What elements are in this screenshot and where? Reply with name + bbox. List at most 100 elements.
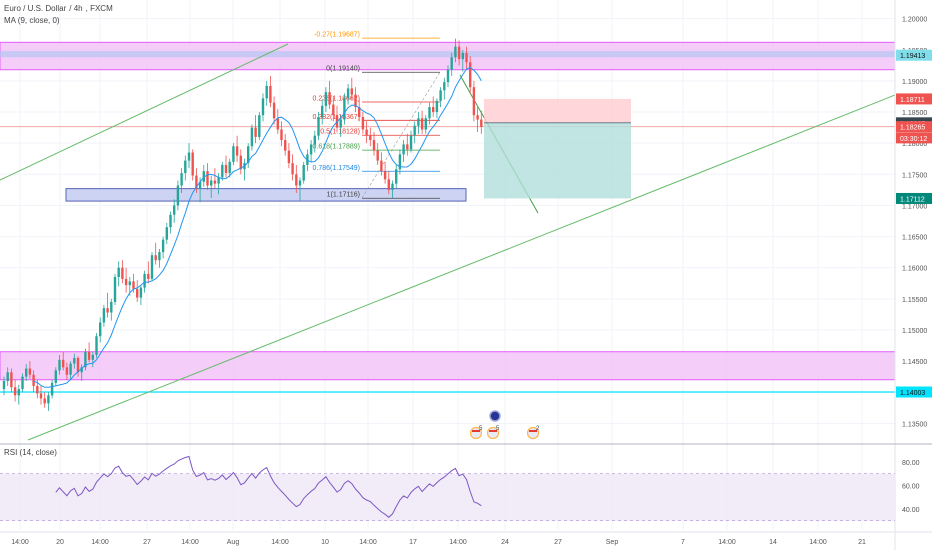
price-tick-label: 1.18500 <box>902 110 927 117</box>
candle-body <box>161 239 165 253</box>
candle-body <box>28 368 32 375</box>
time-tick-label: 14:00 <box>809 539 827 546</box>
candle-body <box>461 52 464 60</box>
candle-body <box>450 57 453 70</box>
candle-body <box>302 164 305 181</box>
rsi-tick-label: 80.00 <box>902 460 920 467</box>
price-tick-label: 1.17500 <box>902 172 927 179</box>
candle-body <box>106 308 109 313</box>
price-tick-label: 1.17000 <box>902 203 927 210</box>
candle-body <box>446 69 450 83</box>
candle-body <box>295 174 298 186</box>
candles <box>2 38 483 411</box>
price-tick-label: 1.20000 <box>902 17 927 24</box>
candle-body <box>224 164 228 174</box>
price-tick-label: 1.15000 <box>902 328 927 335</box>
candle-body <box>73 357 76 364</box>
event-markers: 5 5 2 <box>469 410 540 440</box>
candle-body <box>25 368 28 377</box>
price-tick-label: 1.14500 <box>902 359 927 366</box>
candle-body <box>465 52 468 63</box>
take-profit-zone <box>484 122 631 199</box>
ma-legend[interactable]: MA (9, close, 0) <box>4 16 63 25</box>
price-tick-label: 1.19000 <box>902 79 927 86</box>
price-badge-label: 1.14003 <box>900 390 925 397</box>
candle-body <box>372 140 376 151</box>
candle-body <box>32 374 35 386</box>
candle-body <box>139 287 143 298</box>
candle-body <box>232 146 235 162</box>
candle-body <box>280 129 283 141</box>
rsi-legend[interactable]: RSI (14, close) <box>4 448 60 457</box>
price-tick-label: 1.15500 <box>902 297 927 304</box>
candle-body <box>213 180 217 184</box>
symbol-legend: Euro / U.S. Dollar/ 4h, FXCM <box>4 4 113 13</box>
time-tick-label: 14:00 <box>11 539 29 546</box>
candle-body <box>261 98 265 116</box>
candle-body <box>39 393 43 399</box>
candle-body <box>158 252 161 261</box>
candle-body <box>198 181 202 189</box>
candle-body <box>184 160 187 174</box>
candle-body <box>2 380 6 390</box>
demand-zone <box>65 188 467 202</box>
time-tick-label: 14:00 <box>91 539 109 546</box>
candle-body <box>176 185 180 206</box>
candle-body <box>413 125 416 136</box>
candle-body <box>91 354 94 360</box>
trend-line-upper <box>0 43 289 181</box>
candle-body <box>239 155 242 170</box>
candle-body <box>165 227 168 240</box>
price-axis: 1.200001.195001.190001.185001.180001.175… <box>894 0 932 550</box>
price-badge <box>896 386 932 398</box>
candle-body <box>354 94 357 108</box>
candle-body <box>191 152 194 176</box>
price-tick-label: 1.16000 <box>902 266 927 273</box>
candle-body <box>432 107 435 113</box>
candle-body <box>143 273 146 288</box>
rsi-tick-label: 60.00 <box>902 483 920 490</box>
time-tick-label: 10 <box>321 539 329 546</box>
time-tick-label: Aug <box>227 539 240 546</box>
candle-body <box>420 118 424 130</box>
candle-body <box>258 115 261 137</box>
candle-body <box>58 359 61 371</box>
candle-body <box>380 160 383 172</box>
us-flag-stripe-icon <box>529 430 537 432</box>
rsi-band <box>0 473 895 521</box>
event-count-label: 5 <box>479 426 483 432</box>
candle-body <box>376 150 379 161</box>
price-badge <box>896 121 932 133</box>
time-tick-label: 20 <box>56 539 64 546</box>
time-tick-label: 17 <box>409 539 417 546</box>
candle-body <box>187 152 191 161</box>
candle-body <box>36 385 39 394</box>
candle-body <box>10 372 13 388</box>
candle-body <box>443 82 446 91</box>
candle-body <box>254 127 257 137</box>
candle-body <box>95 336 98 355</box>
candle-body <box>321 105 324 118</box>
ma-line <box>33 66 482 388</box>
candle-body <box>435 100 439 113</box>
candle-body <box>265 85 268 99</box>
candle-body <box>383 171 387 180</box>
candle-body <box>287 150 291 164</box>
candle-body <box>202 171 205 182</box>
candle-body <box>313 135 316 145</box>
candle-body <box>358 107 361 118</box>
candle-body <box>284 140 287 151</box>
time-tick-label: 14:00 <box>359 539 377 546</box>
candle-body <box>99 322 102 337</box>
price-badge-label: 1.19413 <box>900 53 925 60</box>
candle-body <box>391 183 394 190</box>
price-badge <box>896 49 932 61</box>
us-flag-stripe-icon <box>472 430 480 432</box>
time-tick-label: 7 <box>681 539 685 546</box>
candle-body <box>247 146 250 164</box>
time-tick-label: 14:00 <box>181 539 199 546</box>
candle-body <box>84 351 87 368</box>
candle-body <box>439 90 442 101</box>
candle-body <box>339 119 342 128</box>
